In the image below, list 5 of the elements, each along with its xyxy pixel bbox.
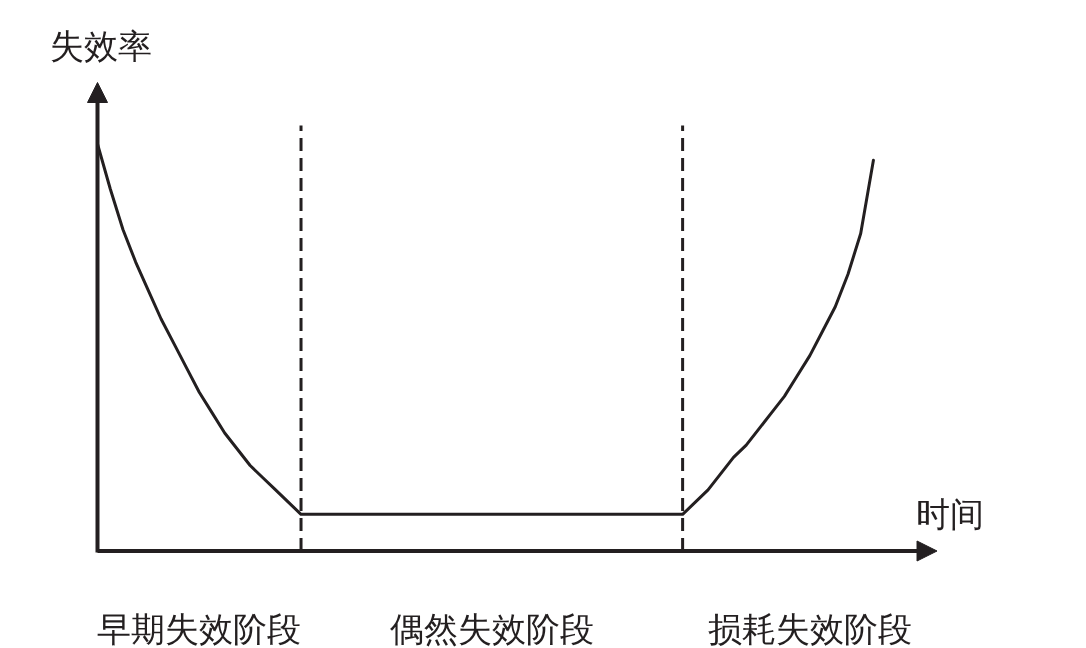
y-axis-title: 失效率 xyxy=(49,25,152,66)
text: 早期失效阶段 xyxy=(97,608,302,648)
text: 损耗失效阶段 xyxy=(707,608,912,648)
text: 偶然失效阶段 xyxy=(389,608,594,648)
x-axis-title: 时间 xyxy=(915,493,984,534)
